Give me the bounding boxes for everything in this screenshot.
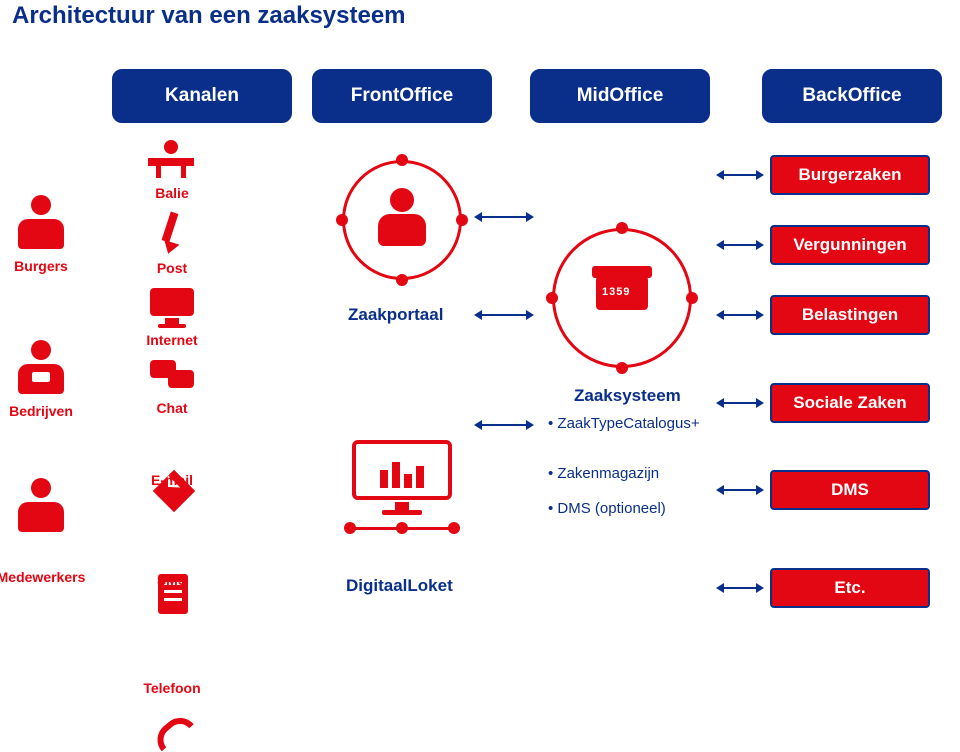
post-label: Post bbox=[122, 260, 222, 276]
bedrijven-label: Bedrijven bbox=[0, 403, 91, 419]
zaaksysteem-icon: 1359 bbox=[552, 228, 692, 368]
post-icon bbox=[152, 212, 188, 256]
arrow-mid-back-4 bbox=[716, 398, 764, 408]
belastingen-box: Belastingen bbox=[770, 295, 930, 335]
sms-label: SMS bbox=[122, 572, 222, 588]
bedrijven-icon bbox=[18, 340, 64, 398]
frontoffice-person-icon bbox=[342, 160, 462, 280]
ztc-bullet: ZaakTypeCatalogus+ bbox=[548, 415, 700, 432]
arrow-mid-back-3 bbox=[716, 310, 764, 320]
vergunningen-box: Vergunningen bbox=[770, 225, 930, 265]
col-kanalen: Kanalen bbox=[112, 69, 292, 123]
medewerkers-label: Medewerkers bbox=[0, 569, 91, 585]
page-title: Architectuur van een zaaksysteem bbox=[12, 2, 406, 30]
balie-icon bbox=[148, 140, 194, 184]
zaaksysteem-label: Zaaksysteem bbox=[574, 386, 681, 406]
burgerzaken-box: Burgerzaken bbox=[770, 155, 930, 195]
arrow-mid-back-1 bbox=[716, 170, 764, 180]
zakenmagazijn-bullet: Zakenmagazijn bbox=[548, 465, 659, 482]
arrow-mid-back-2 bbox=[716, 240, 764, 250]
arrow-front-mid-1 bbox=[474, 212, 534, 222]
socialezaken-box: Sociale Zaken bbox=[770, 383, 930, 423]
email-label: E-mail bbox=[122, 472, 222, 488]
digitaalloket-label: DigitaalLoket bbox=[346, 576, 453, 596]
digitaalloket-icon bbox=[342, 440, 462, 530]
arrow-mid-back-5 bbox=[716, 485, 764, 495]
col-frontoffice: FrontOffice bbox=[312, 69, 492, 123]
medewerkers-icon bbox=[18, 478, 64, 536]
balie-label: Balie bbox=[122, 185, 222, 201]
etc-box: Etc. bbox=[770, 568, 930, 608]
chat-label: Chat bbox=[122, 400, 222, 416]
burgers-icon bbox=[18, 195, 64, 253]
telefoon-label: Telefoon bbox=[122, 680, 222, 696]
dms-box: DMS bbox=[770, 470, 930, 510]
arrow-mid-back-6 bbox=[716, 583, 764, 593]
col-backoffice: BackOffice bbox=[762, 69, 942, 123]
internet-label: Internet bbox=[122, 332, 222, 348]
arrow-front-mid-2 bbox=[474, 310, 534, 320]
col-midoffice: MidOffice bbox=[530, 69, 710, 123]
burgers-label: Burgers bbox=[0, 258, 91, 274]
dms-opt-bullet: DMS (optioneel) bbox=[548, 500, 666, 517]
zaakportaal-label: Zaakportaal bbox=[348, 305, 443, 325]
arrow-front-mid-3 bbox=[474, 420, 534, 430]
chat-icon bbox=[150, 360, 194, 396]
telefoon-icon bbox=[154, 716, 190, 752]
internet-icon bbox=[150, 288, 194, 328]
